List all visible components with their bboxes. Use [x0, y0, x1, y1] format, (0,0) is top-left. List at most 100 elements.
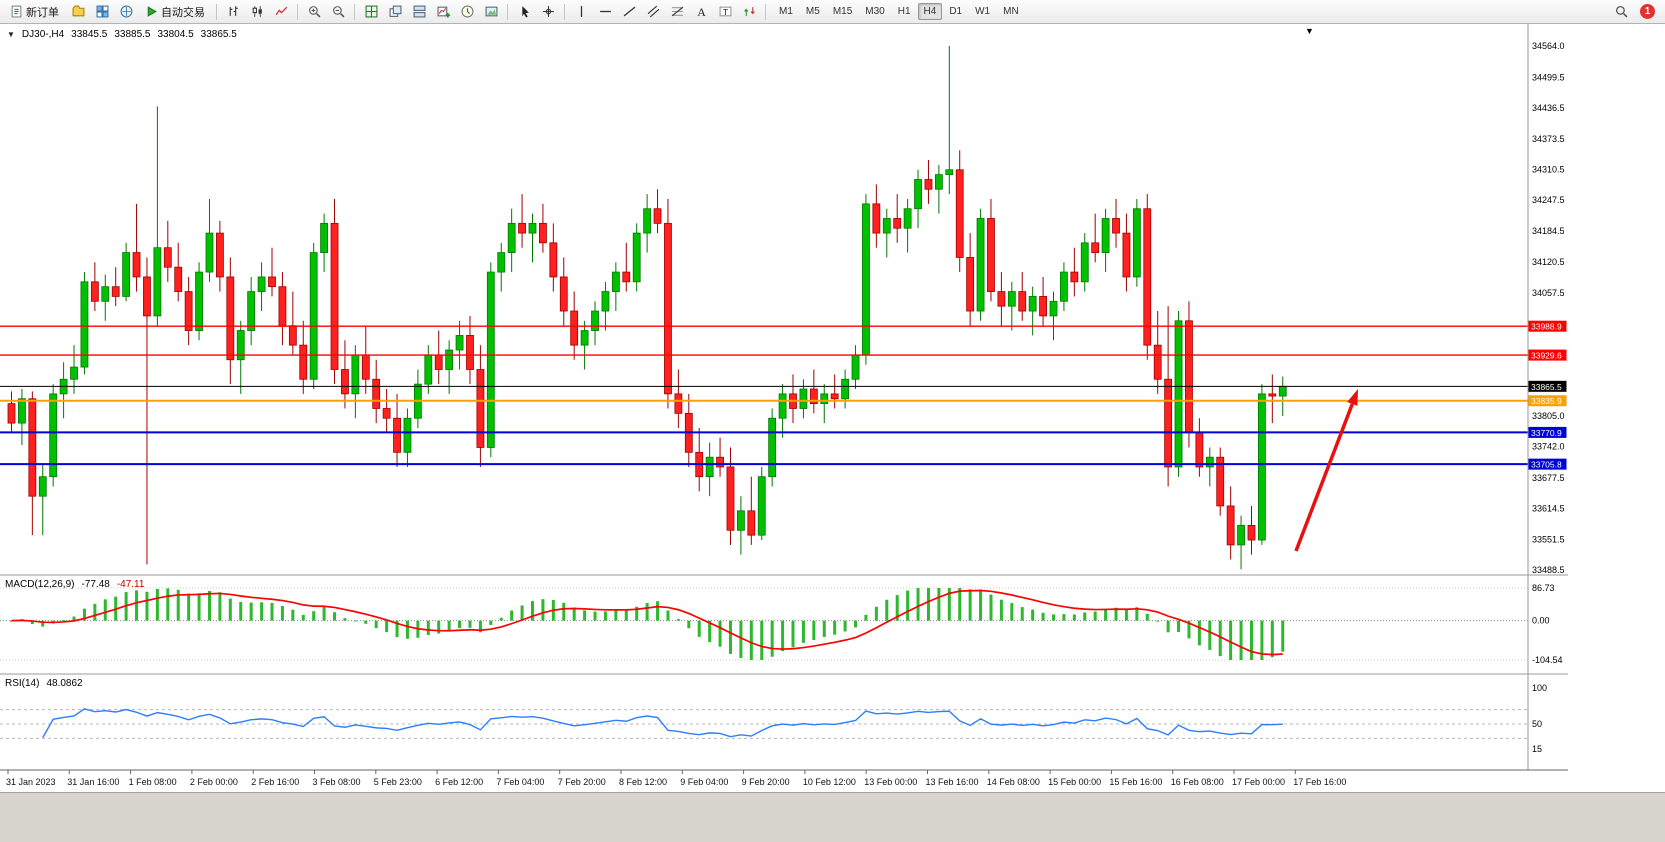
- candle-body: [455, 335, 464, 351]
- tile-horizontal-icon-button[interactable]: [408, 1, 430, 23]
- timeframe-d1[interactable]: D1: [949, 6, 963, 17]
- candle-body: [768, 417, 777, 478]
- macd-histogram-bar: [1218, 620, 1222, 657]
- horizontal-line-icon-button[interactable]: [594, 1, 616, 23]
- rsi-axis-label: 50: [1532, 719, 1542, 729]
- candle-body: [90, 281, 99, 302]
- macd-histogram-bar: [531, 601, 534, 621]
- crosshair-icon-button[interactable]: [537, 1, 559, 23]
- charts-grid-icon-button[interactable]: [91, 1, 113, 23]
- bar-chart-icon-button[interactable]: [222, 1, 244, 23]
- macd-histogram-bar: [781, 620, 785, 652]
- timeframe-m5[interactable]: M5: [805, 6, 820, 17]
- template-icon-button[interactable]: [480, 1, 502, 23]
- trendline-icon-button[interactable]: [618, 1, 640, 23]
- line-chart-icon-button[interactable]: [270, 1, 292, 23]
- macd-histogram-bar: [833, 620, 837, 635]
- macd-histogram-bar: [1124, 609, 1128, 621]
- price-axis-label: 34310.5: [1532, 165, 1565, 175]
- notification-badge[interactable]: 1: [1640, 4, 1655, 19]
- text-icon: A: [697, 5, 706, 18]
- search-button[interactable]: [1610, 1, 1632, 23]
- chart-menu-arrow-icon[interactable]: ▼: [1305, 26, 1314, 36]
- macd-histogram-bar: [593, 611, 597, 621]
- vertical-line-icon-button[interactable]: [570, 1, 592, 23]
- price-axis-label: 33614.5: [1532, 504, 1565, 514]
- time-axis[interactable]: [0, 770, 1568, 792]
- candle-body: [559, 276, 568, 312]
- candle-body: [1195, 432, 1204, 468]
- horizontal-line-icon: [599, 10, 611, 13]
- charts-grid-icon: [96, 5, 108, 18]
- price-axis-label: 34499.5: [1532, 72, 1565, 82]
- period-icon-button[interactable]: [456, 1, 478, 23]
- price-scale[interactable]: [1528, 24, 1568, 770]
- candle-body: [351, 354, 360, 395]
- candle-body: [549, 242, 558, 278]
- macd-histogram-bar: [895, 595, 899, 621]
- candle-body: [882, 218, 891, 234]
- timeframe-m1[interactable]: M1: [779, 6, 793, 17]
- timeframe-mn[interactable]: MN: [1003, 6, 1019, 17]
- macd-histogram-bar: [1249, 620, 1253, 660]
- auto-trading-button[interactable]: 自动交易: [139, 1, 211, 23]
- timeframe-m30[interactable]: M30: [865, 6, 885, 17]
- equidistant-channel-icon-button[interactable]: [642, 1, 664, 23]
- candle-body: [132, 252, 141, 278]
- macd-histogram-bar: [708, 620, 712, 643]
- candle-body: [518, 222, 526, 234]
- fibonacci-icon-button[interactable]: [666, 1, 688, 23]
- zoom-out-icon-button[interactable]: [327, 1, 349, 23]
- zoom-in-icon-button[interactable]: [303, 1, 325, 23]
- profiles-icon-button[interactable]: [67, 1, 89, 23]
- macd-histogram-bar: [1114, 607, 1118, 621]
- period-icon: [461, 5, 473, 18]
- macd-histogram-bar: [489, 620, 493, 625]
- macd-histogram-bar: [312, 611, 316, 621]
- arrows-icon-button[interactable]: [738, 1, 760, 23]
- macd-histogram-bar: [1010, 603, 1014, 621]
- timeframe-w1[interactable]: W1: [975, 6, 991, 17]
- candlestick-icon-button[interactable]: [246, 1, 268, 23]
- navigator-icon-button[interactable]: [115, 1, 137, 23]
- svg-text:A: A: [697, 5, 706, 18]
- macd-axis-label: 86.73: [1532, 583, 1555, 593]
- macd-histogram-bar: [1145, 613, 1149, 621]
- text-icon-button[interactable]: A: [690, 1, 712, 23]
- timeframe-m15[interactable]: M15: [832, 6, 853, 17]
- candle-body: [184, 291, 193, 331]
- time-axis-label: 13 Feb 00:00: [864, 777, 917, 787]
- time-axis-label: 3 Feb 08:00: [313, 777, 361, 787]
- macd-histogram-bar: [333, 612, 337, 621]
- new-order-button[interactable]: 新订单: [4, 1, 65, 23]
- macd-axis-label: 0.00: [1532, 616, 1550, 626]
- cascade-windows-icon-button[interactable]: [384, 1, 406, 23]
- candle-body: [809, 388, 818, 405]
- macd-histogram-bar: [1270, 620, 1274, 658]
- resistance-line-2-label-box: [1528, 349, 1567, 361]
- timeframe-h4[interactable]: H4: [917, 3, 943, 20]
- trend-arrow-line[interactable]: [1294, 403, 1354, 552]
- price-axis-label: 34373.5: [1532, 134, 1565, 144]
- candle-body: [393, 417, 401, 453]
- macd-histogram-bar: [228, 598, 232, 621]
- macd-histogram-bar: [1083, 612, 1087, 621]
- time-axis-label: 8 Feb 12:00: [619, 777, 667, 787]
- macd-histogram-bar: [697, 620, 701, 637]
- candle-body: [893, 218, 902, 229]
- tile-horizontal-icon: [413, 5, 425, 18]
- timeframe-h1[interactable]: H1: [897, 6, 911, 17]
- tile-windows-icon-button[interactable]: [360, 1, 382, 23]
- new-chart-icon-button[interactable]: [432, 1, 454, 23]
- macd-histogram-bar: [645, 603, 649, 621]
- candle-body: [924, 179, 933, 190]
- trend-arrow-head[interactable]: [1347, 389, 1358, 406]
- candle-body: [153, 247, 162, 317]
- macd-histogram-bar: [1229, 620, 1233, 660]
- candle-body: [976, 218, 985, 312]
- cursor-icon-button[interactable]: [513, 1, 535, 23]
- chart-collapse-icon[interactable]: ▼: [7, 30, 15, 39]
- chart-canvas[interactable]: 33988.9 33929.6 33865.5 33835.9 33770.9 33705…: [0, 24, 1568, 792]
- time-axis-label: 7 Feb 20:00: [558, 777, 606, 787]
- text-label-icon-button[interactable]: T: [714, 1, 736, 23]
